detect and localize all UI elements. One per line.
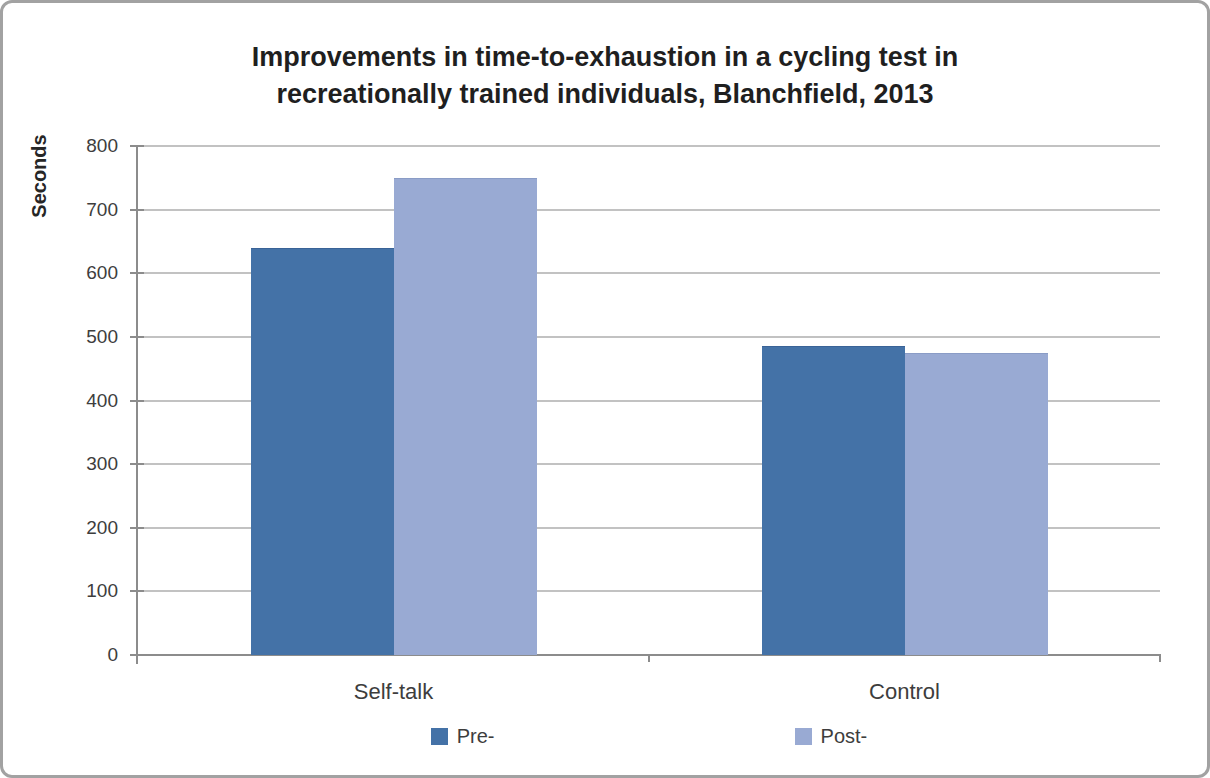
bar-self-talk-post — [394, 178, 537, 655]
category-labels: Self-talkControl — [138, 679, 1160, 705]
category-label-control: Control — [649, 679, 1160, 705]
category-label-self-talk: Self-talk — [138, 679, 649, 705]
y-axis-line — [136, 146, 138, 664]
y-tick-label-300: 300 — [3, 452, 118, 476]
y-tick-label-800: 800 — [3, 134, 118, 158]
y-tick-label-200: 200 — [3, 516, 118, 540]
chart-frame: Improvements in time-to-exhaustion in a … — [0, 0, 1210, 778]
chart-title-line-1: Improvements in time-to-exhaustion in a … — [3, 39, 1207, 76]
legend: Pre- Post- — [138, 725, 1160, 748]
gridline-700 — [138, 209, 1160, 211]
category-separator-tick — [648, 654, 650, 662]
bar-control-post — [905, 353, 1048, 655]
chart-title-line-2: recreationally trained individuals, Blan… — [3, 76, 1207, 113]
y-tick-label-600: 600 — [3, 261, 118, 285]
y-tick-label-400: 400 — [3, 389, 118, 413]
chart-title: Improvements in time-to-exhaustion in a … — [3, 39, 1207, 113]
bar-control-pre — [762, 346, 905, 655]
y-axis-tick-labels: 0100200300400500600700800 — [3, 146, 118, 655]
axis-end-tick — [1159, 654, 1161, 662]
plot-area — [138, 146, 1160, 655]
y-tick-label-700: 700 — [3, 198, 118, 222]
legend-item-pre: Pre- — [431, 725, 495, 748]
gridline-800 — [138, 145, 1160, 147]
legend-label: Pre- — [457, 725, 495, 748]
legend-item-post: Post- — [795, 725, 868, 748]
y-tick-label-500: 500 — [3, 325, 118, 349]
legend-label: Post- — [821, 725, 868, 748]
y-tick-label-100: 100 — [3, 579, 118, 603]
y-tick-label-0: 0 — [3, 643, 118, 667]
legend-swatch-icon — [431, 728, 448, 745]
legend-swatch-icon — [795, 728, 812, 745]
bar-self-talk-pre — [251, 248, 394, 655]
